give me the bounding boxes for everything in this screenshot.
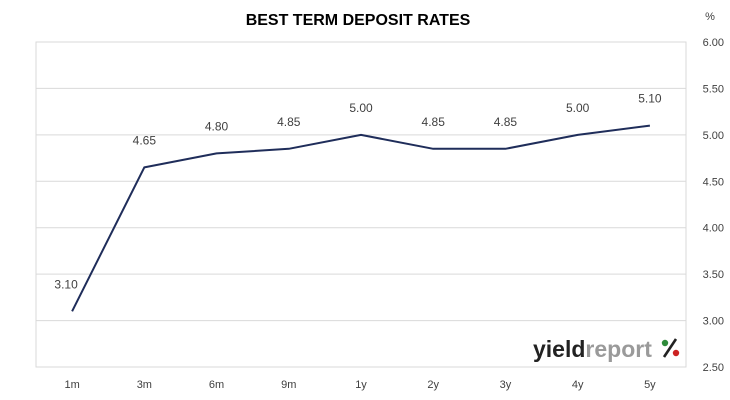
data-label: 4.80 — [205, 119, 229, 133]
data-label: 4.85 — [422, 115, 446, 129]
data-label: 5.10 — [638, 92, 662, 106]
y-axis-unit-label: % — [705, 11, 715, 23]
plot-frame — [35, 41, 687, 368]
x-tick-label: 3y — [500, 379, 512, 391]
y-tick-label: 5.50 — [703, 83, 724, 95]
chart-title: BEST TERM DEPOSIT RATES — [246, 12, 471, 29]
y-tick-label: 2.50 — [703, 362, 724, 374]
logo-text-yield: yield — [533, 336, 585, 362]
x-tick-label: 5y — [644, 379, 656, 391]
x-tick-label: 1y — [355, 379, 367, 391]
x-tick-label: 9m — [281, 379, 296, 391]
y-axis-ticks: 6.00 5.50 5.00 4.50 4.00 3.50 3.00 2.50 — [703, 37, 724, 374]
y-tick-label: 4.00 — [703, 223, 724, 235]
data-label: 5.00 — [349, 101, 373, 115]
data-labels: 3.10 4.65 4.80 4.85 5.00 4.85 4.85 5.00 5.10 — [54, 92, 661, 292]
y-tick-label: 3.50 — [703, 269, 724, 281]
gridlines — [36, 87, 686, 322]
percent-logo-icon — [661, 338, 680, 358]
y-tick-label: 4.50 — [703, 176, 724, 188]
x-tick-label: 2y — [427, 379, 439, 391]
yieldreport-logo: yieldreport — [533, 336, 680, 362]
data-label: 4.65 — [133, 133, 157, 147]
data-label: 4.85 — [277, 115, 301, 129]
logo-text-report: report — [585, 336, 652, 362]
data-label: 3.10 — [54, 277, 78, 291]
svg-text:yieldreport: yieldreport — [533, 336, 652, 362]
data-label: 4.85 — [494, 115, 518, 129]
y-tick-label: 5.00 — [703, 130, 724, 142]
x-axis-ticks: 1m 3m 6m 9m 1y 2y 3y 4y 5y — [64, 379, 656, 391]
x-tick-label: 6m — [209, 379, 224, 391]
y-tick-label: 6.00 — [703, 37, 724, 49]
x-tick-label: 3m — [137, 379, 152, 391]
y-tick-label: 3.00 — [703, 316, 724, 328]
x-tick-label: 1m — [64, 379, 79, 391]
x-tick-label: 4y — [572, 379, 584, 391]
series-line — [71, 124, 651, 312]
data-label: 5.00 — [566, 101, 590, 115]
